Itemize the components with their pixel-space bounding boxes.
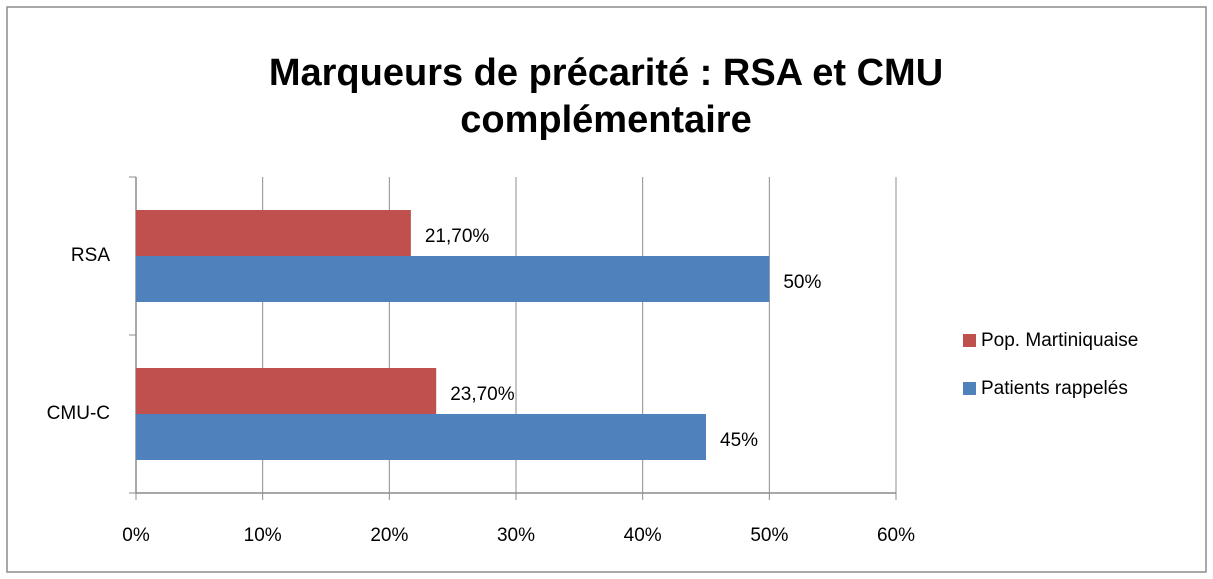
legend-swatch: [963, 334, 976, 347]
x-tick-label: 50%: [750, 525, 788, 546]
bar: [136, 210, 411, 256]
bar: [136, 414, 706, 460]
data-label: 21,70%: [425, 226, 490, 247]
legend-label: Patients rappelés: [981, 378, 1128, 399]
x-tick-label: 30%: [497, 525, 535, 546]
bar: [136, 368, 437, 414]
chart-title: Marqueurs de précarité : RSA et CMU: [269, 52, 943, 94]
legend-label: Pop. Martiniquaise: [981, 330, 1138, 351]
data-label: 23,70%: [450, 384, 515, 405]
x-tick-label: 40%: [624, 525, 662, 546]
data-label: 45%: [720, 430, 758, 451]
bar: [136, 256, 770, 302]
data-label: 50%: [783, 272, 821, 293]
chart-title: complémentaire: [460, 99, 751, 141]
x-tick-label: 60%: [877, 525, 915, 546]
x-tick-label: 0%: [122, 525, 150, 546]
y-tick-label: CMU-C: [47, 403, 110, 424]
y-tick-label: RSA: [71, 245, 110, 266]
x-tick-label: 10%: [244, 525, 282, 546]
legend-swatch: [963, 382, 976, 395]
x-tick-label: 20%: [370, 525, 408, 546]
